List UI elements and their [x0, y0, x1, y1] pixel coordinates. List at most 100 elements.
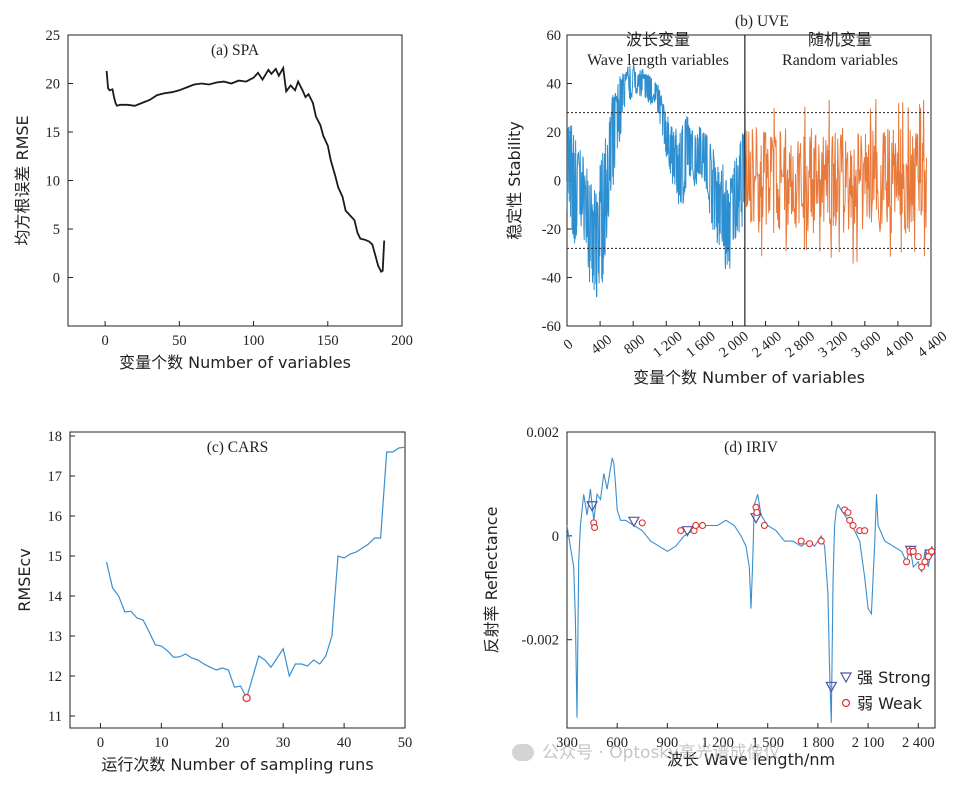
- spa-chart: 0 50 100 150 200 0 5 10 15 20 25 (a) SPA 变量个数 Number…: [13, 28, 413, 372]
- iriv-weak-marker: [903, 558, 911, 566]
- x-tick-label: 2 400: [749, 329, 785, 362]
- x-tick-label: 2 400: [902, 735, 935, 751]
- x-axis-label: 变量个数 Number of variables: [119, 353, 351, 372]
- iriv-strong-marker: [586, 501, 599, 512]
- x-tick-label: 3 200: [815, 329, 851, 362]
- y-tick-label: 20: [547, 125, 562, 141]
- chart-title: (b) UVE: [735, 13, 789, 30]
- y-axis-label: 稳定性 Stability: [505, 121, 524, 240]
- watermark: 公众号 · Optosky高光谱成像仪: [512, 738, 781, 763]
- x-tick-label: 150: [317, 333, 339, 349]
- iriv-strong-marker: [627, 516, 640, 528]
- iriv-weak-marker: [844, 508, 852, 517]
- iriv-weak-marker: [924, 553, 932, 561]
- x-tick-label: 1 800: [802, 735, 835, 751]
- iriv-weak-marker: [914, 553, 922, 561]
- x-tick-label: 200: [391, 333, 413, 349]
- x-tick-label: 3 600: [849, 329, 885, 362]
- chart-title: (a) SPA: [211, 42, 260, 59]
- x-tick-label: 300: [556, 735, 578, 751]
- y-tick-label: 13: [48, 629, 63, 645]
- x-axis-label: 波长 Wave length/nm: [667, 750, 835, 769]
- iriv-weak-marker: [677, 527, 685, 535]
- chart-title: (c) CARS: [207, 439, 269, 456]
- iriv-weak-marker: [928, 547, 936, 555]
- x-tick-label: 10: [154, 735, 169, 751]
- legend-weak-symbol: [841, 698, 851, 708]
- legend-weak-label: 弱 Weak: [857, 694, 923, 713]
- iriv-weak-marker: [692, 521, 700, 530]
- x-tick-label: 100: [243, 333, 265, 349]
- x-tick-label: 800: [621, 332, 648, 358]
- uve-random-series: [744, 98, 927, 264]
- iriv-weak-marker: [849, 521, 857, 530]
- x-tick-label: 40: [337, 735, 352, 751]
- y-tick-label: 20: [46, 77, 61, 93]
- x-tick-label: 600: [606, 735, 628, 751]
- y-tick-label: 17: [48, 469, 63, 485]
- x-tick-label: 400: [588, 332, 615, 358]
- x-tick-label: 1 600: [683, 329, 719, 362]
- x-tick-label: 50: [172, 333, 187, 349]
- x-tick-label: 4 400: [915, 329, 951, 362]
- cars-min-marker: [242, 693, 251, 703]
- iriv-reflectance-line: [566, 457, 936, 723]
- chart-title: (d) IRIV: [724, 439, 779, 456]
- x-tick-label: 1 200: [650, 329, 686, 362]
- y-tick-label: 0: [53, 271, 60, 287]
- x-tick-label: 0: [561, 336, 577, 353]
- x-tick-label: 900: [656, 735, 678, 751]
- y-tick-label: 0: [552, 529, 559, 545]
- wechat-icon: [512, 744, 534, 761]
- y-axis-label: RMSEcv: [15, 548, 34, 611]
- iriv-weak-marker: [591, 524, 599, 532]
- y-tick-label: 60: [547, 28, 562, 44]
- iriv-weak-marker: [753, 508, 761, 517]
- iriv-weak-marker: [638, 519, 646, 527]
- cars-chart: 0 10 20 30 40 50 11 12 13 14 15 16 17 18 (c) CARS 运行次数 …: [15, 429, 412, 774]
- y-tick-label: 15: [46, 125, 61, 141]
- y-tick-label: 0: [554, 174, 561, 190]
- iriv-chart: 300 600 900 1 200 1 500 1 800 2 100 2 400 -0.002…: [482, 425, 937, 769]
- y-tick-label: 5: [53, 222, 60, 238]
- y-tick-label: -20: [542, 222, 561, 238]
- region-label-en: Wave length variables: [587, 52, 729, 69]
- iriv-weak-marker: [918, 563, 926, 571]
- x-axis-label: 变量个数 Number of variables: [633, 368, 865, 387]
- y-tick-label: -40: [542, 271, 561, 287]
- iriv-weak-marker: [817, 537, 825, 545]
- y-tick-label: 0.002: [526, 425, 559, 441]
- region-label-en: Random variables: [782, 52, 898, 69]
- iriv-strong-marker: [681, 526, 694, 537]
- iriv-weak-marker: [760, 521, 768, 530]
- spa-rmse-line: [105, 65, 386, 274]
- x-tick-label: 0: [97, 735, 104, 751]
- x-tick-label: 2 000: [716, 329, 752, 362]
- plot-frame: [566, 431, 936, 729]
- y-axis-label: 均方根误差 RMSE: [13, 115, 32, 245]
- y-tick-label: -0.002: [522, 633, 559, 649]
- y-tick-label: 14: [48, 589, 63, 605]
- plot-frame: [69, 431, 406, 729]
- x-tick-label: 0: [101, 333, 108, 349]
- x-tick-label: 2 100: [852, 735, 885, 751]
- x-tick-label: 30: [276, 735, 291, 751]
- iriv-weak-marker: [805, 540, 814, 548]
- y-tick-label: 25: [46, 28, 61, 44]
- iriv-weak-marker: [909, 547, 917, 555]
- x-axis-label: 运行次数 Number of sampling runs: [101, 755, 373, 774]
- region-label-zh: 波长变量: [626, 30, 690, 49]
- y-tick-label: 12: [48, 669, 63, 685]
- x-tick-label: 50: [398, 735, 413, 751]
- y-tick-label: 16: [48, 509, 63, 525]
- watermark-text: 公众号 · Optosky高光谱成像仪: [542, 743, 781, 763]
- y-axis-label: 反射率 Reflectance: [482, 507, 501, 654]
- x-tick-label: 20: [215, 735, 230, 751]
- iriv-weak-marker: [861, 527, 869, 535]
- iriv-weak-marker: [921, 558, 929, 566]
- y-tick-label: 10: [46, 174, 61, 190]
- y-tick-label: -60: [542, 319, 561, 335]
- iriv-weak-marker: [797, 537, 805, 545]
- iriv-weak-marker: [846, 516, 854, 524]
